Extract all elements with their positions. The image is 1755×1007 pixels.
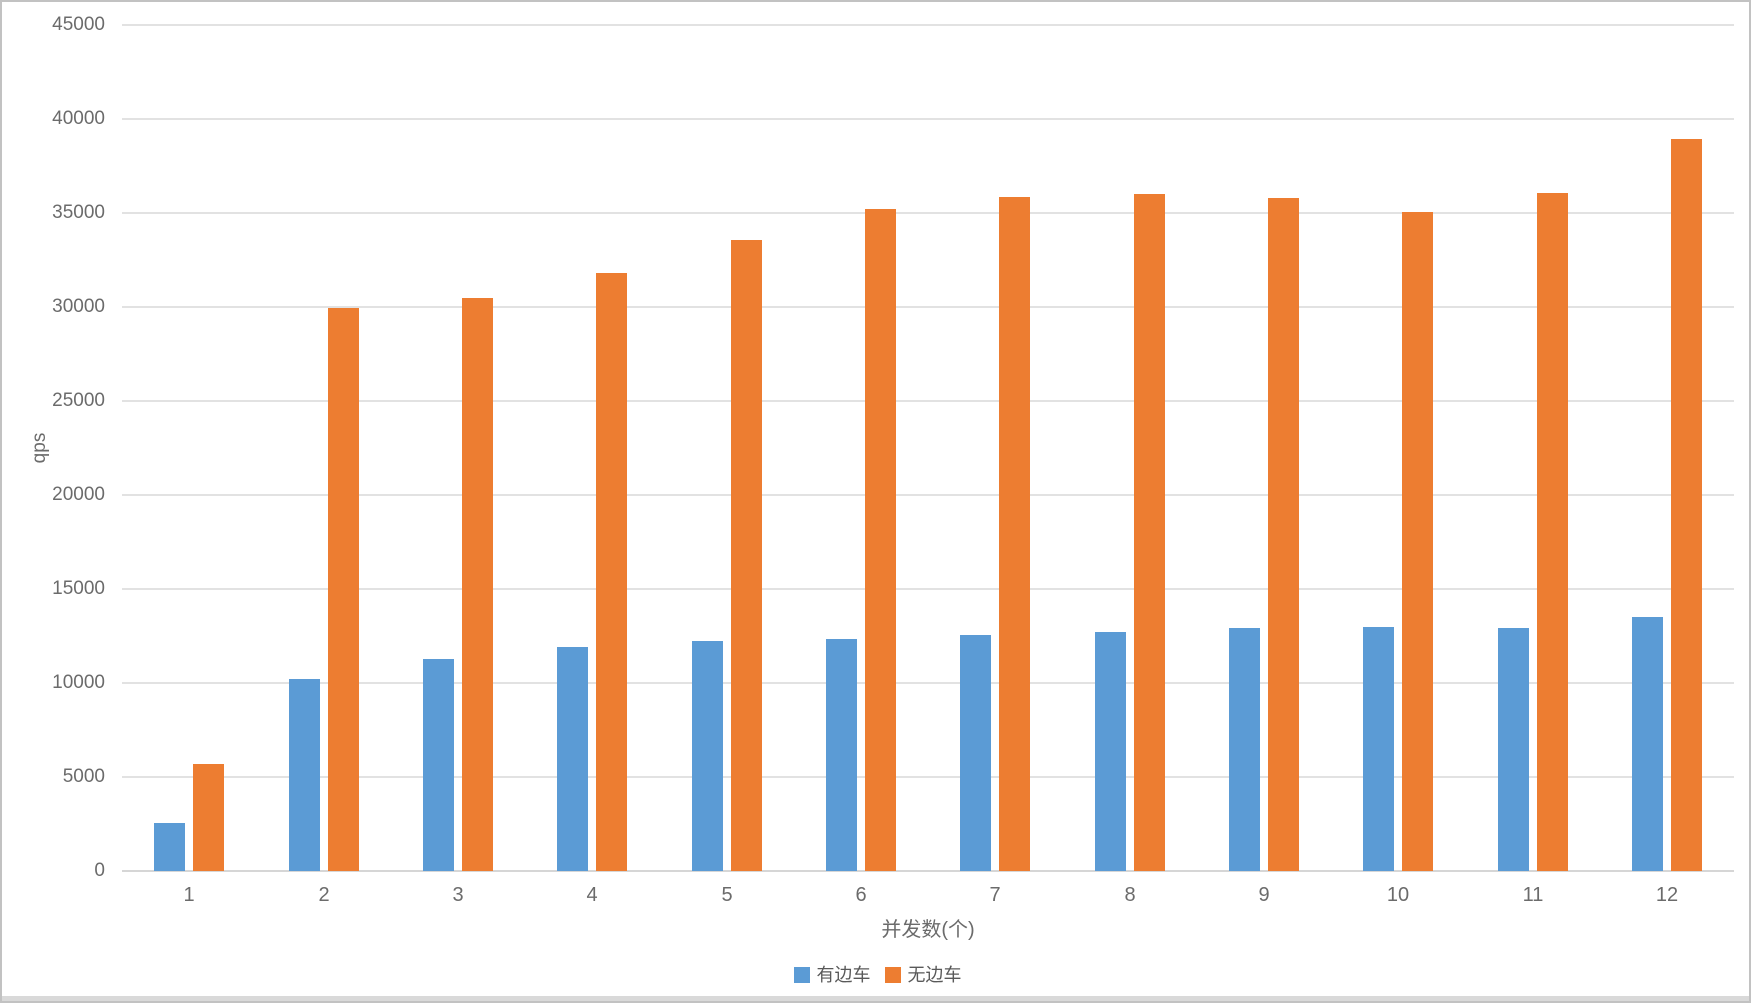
y-tick-label-30000: 30000 <box>52 296 105 317</box>
x-tick-label-10: 10 <box>1386 884 1410 906</box>
bar-series2-x11 <box>1537 193 1568 871</box>
x-tick-label-9: 9 <box>1258 884 1270 906</box>
x-tick-label-1: 1 <box>183 884 195 906</box>
gridline-20000 <box>122 494 1734 496</box>
bar-series1-x4 <box>557 647 588 871</box>
legend-swatch-icon <box>793 967 810 983</box>
gridline-30000 <box>122 306 1734 308</box>
bar-series1-x3 <box>423 659 454 871</box>
legend-label: 无边车 <box>907 965 962 985</box>
bar-series1-x1 <box>154 823 185 871</box>
legend: 有边车 无边车 <box>2 966 1753 984</box>
y-tick-label-5000: 5000 <box>62 766 105 787</box>
gridline-35000 <box>122 212 1734 214</box>
bar-series2-x3 <box>462 298 493 871</box>
bar-series2-x5 <box>731 240 762 871</box>
x-tick-label-6: 6 <box>855 884 867 906</box>
x-tick-label-5: 5 <box>721 884 733 906</box>
x-tick-label-11: 11 <box>1522 884 1544 906</box>
bar-series1-x5 <box>692 641 723 871</box>
y-tick-label-20000: 20000 <box>52 484 105 505</box>
bar-series2-x9 <box>1268 198 1299 871</box>
x-tick-label-8: 8 <box>1124 884 1136 906</box>
bar-series2-x6 <box>865 209 896 871</box>
gridline-45000 <box>122 24 1734 26</box>
x-tick-label-4: 4 <box>586 884 598 906</box>
legend-item-series2: 无边车 <box>884 965 962 985</box>
bar-series2-x10 <box>1402 212 1433 871</box>
x-tick-label-3: 3 <box>452 884 464 906</box>
gridline-25000 <box>122 400 1734 402</box>
x-axis-title: 并发数(个) <box>881 919 975 941</box>
bar-series2-x2 <box>328 308 359 871</box>
x-tick-label-7: 7 <box>989 884 1001 906</box>
bar-series1-x11 <box>1498 628 1529 871</box>
bar-series2-x7 <box>999 197 1030 871</box>
y-tick-label-40000: 40000 <box>52 108 105 129</box>
gridline-10000 <box>122 682 1734 684</box>
bar-series1-x9 <box>1229 628 1260 871</box>
gridline-40000 <box>122 118 1734 120</box>
bar-series1-x10 <box>1363 627 1394 871</box>
bar-series1-x12 <box>1632 617 1663 871</box>
bar-series1-x6 <box>826 639 857 871</box>
y-tick-label-35000: 35000 <box>52 202 105 223</box>
bar-series2-x12 <box>1671 139 1702 871</box>
x-tick-label-2: 2 <box>318 884 330 906</box>
bar-series2-x1 <box>193 764 224 871</box>
bar-series2-x8 <box>1134 194 1165 871</box>
y-tick-label-15000: 15000 <box>52 578 105 599</box>
y-axis-title: qps <box>29 432 50 464</box>
gridline-5000 <box>122 776 1734 778</box>
bar-series1-x7 <box>960 635 991 871</box>
legend-item-series1: 有边车 <box>793 965 871 985</box>
gridline-0 <box>122 870 1734 872</box>
y-tick-label-45000: 45000 <box>52 14 105 35</box>
bar-series1-x8 <box>1095 632 1126 871</box>
y-tick-label-10000: 10000 <box>52 672 105 693</box>
y-tick-label-0: 0 <box>94 860 105 881</box>
gridline-15000 <box>122 588 1734 590</box>
x-tick-label-12: 12 <box>1655 884 1679 906</box>
bottom-strip <box>2 996 1749 1001</box>
y-tick-label-25000: 25000 <box>52 390 105 411</box>
legend-swatch-icon <box>884 967 901 983</box>
bar-series2-x4 <box>596 273 627 871</box>
bar-series1-x2 <box>289 679 320 871</box>
legend-label: 有边车 <box>816 965 871 985</box>
